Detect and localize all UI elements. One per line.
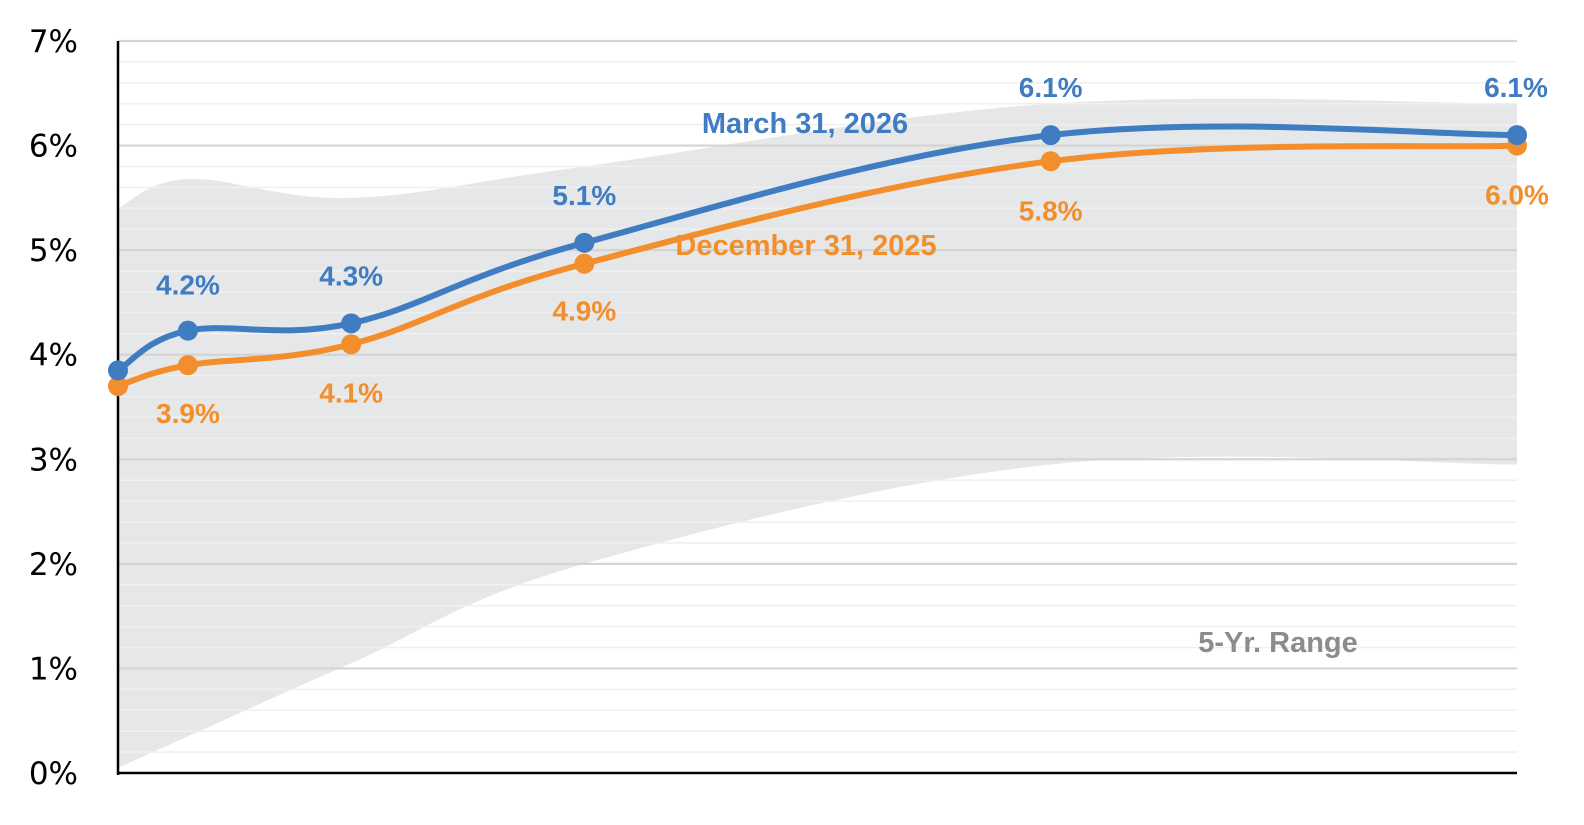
data-label: 4.9% xyxy=(552,296,616,327)
data-label: 5.8% xyxy=(1019,195,1083,226)
data-point xyxy=(574,232,595,253)
data-label: 6.0% xyxy=(1485,180,1549,211)
data-label: 4.2% xyxy=(156,270,220,301)
y-tick-label: 6% xyxy=(29,129,78,165)
range-band-area xyxy=(118,98,1517,768)
axes: 0% 1% 2% 3% 4% 5% 6% 7% xyxy=(29,24,1517,792)
data-point xyxy=(341,334,362,355)
data-point xyxy=(177,320,198,341)
label-layer: 4.2% 4.3% 5.1% 6.1% 6.1% 3.9% 4.1% 4.9% 5.8% 6.0%… xyxy=(156,72,1549,659)
data-label: 3.9% xyxy=(156,398,220,429)
data-point xyxy=(108,376,128,397)
gridlines xyxy=(118,39,1517,753)
data-point xyxy=(574,253,595,274)
data-label: 4.3% xyxy=(319,260,383,291)
y-tick-label: 5% xyxy=(29,233,78,269)
y-tick-label: 2% xyxy=(29,547,78,583)
data-point xyxy=(1507,125,1527,146)
y-tick-label: 3% xyxy=(29,442,78,478)
y-tick-label: 1% xyxy=(29,651,78,687)
y-tick-label: 4% xyxy=(29,338,78,374)
y-tick-label: 7% xyxy=(29,24,78,60)
series-name-label: March 31, 2026 xyxy=(702,108,908,140)
data-point xyxy=(1040,151,1061,172)
y-tick-label: 0% xyxy=(29,756,78,792)
data-label: 6.1% xyxy=(1019,72,1083,103)
data-point xyxy=(1040,125,1061,146)
range-band-layer xyxy=(118,98,1517,768)
data-label: 5.1% xyxy=(552,180,616,211)
data-point xyxy=(108,360,128,381)
series-layer xyxy=(108,123,1527,397)
data-point xyxy=(177,355,198,376)
data-point xyxy=(341,313,362,334)
data-label: 6.1% xyxy=(1484,72,1548,103)
series-line xyxy=(115,142,1520,390)
series-name-label: December 31, 2025 xyxy=(675,230,936,262)
range-band-label: 5-Yr. Range xyxy=(1198,627,1358,659)
data-label: 4.1% xyxy=(319,377,383,408)
